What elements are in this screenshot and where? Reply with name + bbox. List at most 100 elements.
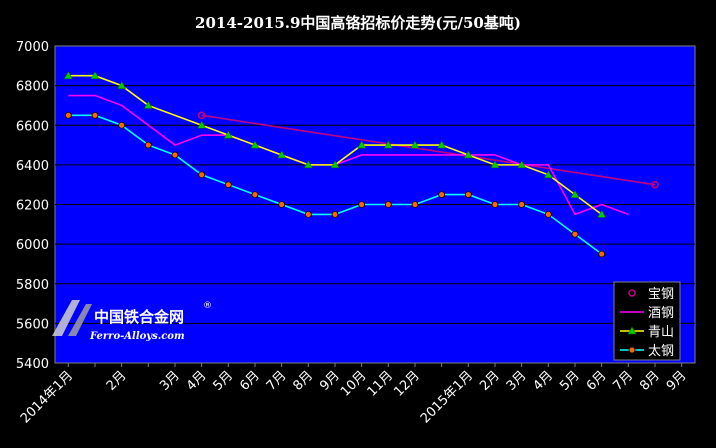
x-tick-label: 9月	[664, 368, 690, 394]
data-point	[383, 140, 393, 149]
y-tick-label: 6800	[16, 80, 49, 95]
data-point	[517, 160, 527, 169]
x-tick-label: 8月	[637, 368, 663, 394]
data-point	[251, 191, 259, 198]
data-point	[597, 209, 607, 218]
data-point	[117, 81, 127, 89]
data-point	[198, 171, 206, 179]
data-point	[463, 150, 473, 159]
plot-area: 5400 5600 5800 6000 6200 6400 6600 6800 7000 2014…	[16, 40, 696, 426]
data-point	[598, 250, 606, 258]
logo-brand-cn: 中国铁合金网	[94, 308, 184, 326]
data-point	[63, 71, 73, 79]
data-point	[224, 181, 232, 189]
series-青山	[63, 71, 607, 218]
y-tick-label: 5400	[16, 357, 49, 372]
y-tick-label: 5800	[16, 278, 49, 293]
data-point	[490, 160, 500, 169]
x-tick-label: 6月	[237, 368, 263, 394]
y-tick-label: 5600	[16, 317, 49, 332]
x-tick-label: 2014年1月	[18, 368, 76, 426]
data-point	[278, 201, 286, 208]
x-tick-label: 12月	[391, 368, 422, 399]
x-tick-label: 4月	[531, 368, 557, 394]
y-tick-label: 6000	[16, 238, 49, 253]
registered-mark: ®	[203, 301, 212, 311]
x-tick-label: 2月	[104, 368, 130, 394]
legend-box	[613, 281, 681, 361]
data-point	[411, 201, 419, 208]
x-tick-label: 7月	[264, 368, 290, 394]
data-point	[651, 180, 659, 189]
logo-mark-icon	[52, 300, 80, 336]
x-tick-label: 7月	[611, 368, 637, 394]
x-tick-label: 2月	[477, 368, 503, 394]
legend-item: 酒钢	[620, 306, 674, 321]
data-point	[303, 160, 313, 169]
x-tick-label: 2015年1月	[418, 368, 476, 426]
legend-label: 宝钢	[648, 287, 674, 302]
data-point	[250, 140, 260, 149]
series-酒钢	[68, 94, 629, 216]
legend-marker	[627, 326, 637, 335]
series-太钢	[64, 111, 606, 258]
data-point	[277, 150, 287, 159]
data-point	[330, 160, 340, 169]
data-point	[491, 201, 499, 208]
data-point	[223, 130, 233, 139]
legend-item: 宝钢	[628, 287, 674, 302]
data-point	[91, 111, 99, 119]
x-tick-label: 8月	[291, 368, 317, 394]
x-tick-label: 5月	[211, 368, 237, 394]
logo-brand-en: Ferro-Alloys.com	[89, 331, 185, 342]
data-point	[171, 151, 179, 159]
x-tick-label: 10月	[338, 368, 369, 399]
legend-label: 青山	[648, 325, 674, 340]
data-point	[118, 121, 126, 129]
data-point	[518, 201, 526, 208]
data-point	[410, 140, 420, 149]
series-宝钢	[197, 111, 659, 189]
data-point	[304, 211, 312, 218]
data-point	[544, 211, 552, 218]
data-point	[437, 140, 447, 149]
y-tick-label: 6200	[16, 199, 49, 214]
legend-marker	[628, 289, 636, 297]
data-point	[144, 141, 152, 149]
data-point	[384, 201, 392, 208]
x-tick-label: 5月	[557, 368, 583, 394]
data-point	[464, 191, 472, 198]
data-point	[358, 201, 366, 208]
x-tick-label: 4月	[184, 368, 210, 394]
data-point	[571, 230, 579, 238]
y-tick-label: 7000	[16, 40, 49, 55]
series-line	[68, 94, 629, 216]
data-point	[197, 111, 206, 120]
series-line	[201, 114, 656, 186]
data-point	[143, 100, 153, 109]
legend-item: 青山	[620, 325, 674, 340]
legend-marker	[628, 346, 636, 354]
x-tick-label: 3月	[504, 368, 530, 394]
y-tick-label: 6600	[16, 119, 49, 134]
logo-mark-icon	[68, 304, 92, 336]
data-point	[570, 190, 580, 198]
legend-label: 酒钢	[648, 306, 674, 321]
data-point	[438, 191, 446, 198]
legend-label: 太钢	[648, 344, 674, 359]
chart-title: 2014-2015.9中国高铬招标价走势(元/50基吨)	[195, 14, 521, 32]
x-tick-label: 3月	[157, 368, 183, 394]
x-tick-label: 11月	[365, 368, 396, 399]
data-point	[357, 140, 367, 149]
data-point	[197, 120, 207, 129]
watermark-logo: 中国铁合金网 ® Ferro-Alloys.com	[52, 300, 212, 342]
y-tick-label: 6400	[16, 159, 49, 174]
data-point	[543, 170, 553, 179]
x-tick-label: 6月	[584, 368, 610, 394]
data-point	[331, 211, 339, 218]
legend-item: 太钢	[620, 344, 674, 359]
data-point	[90, 71, 100, 79]
